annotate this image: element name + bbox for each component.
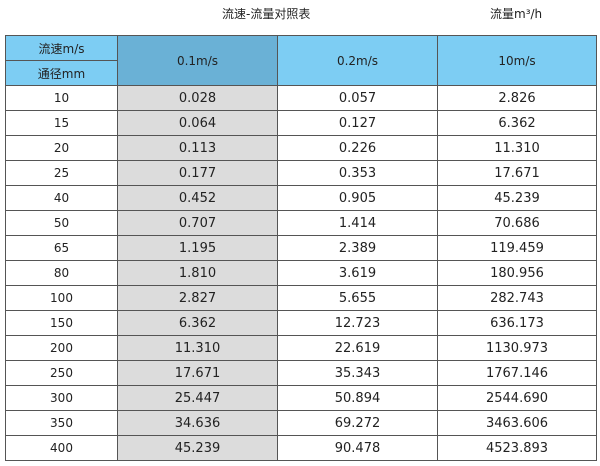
col-header: 0.2m/s <box>277 35 438 86</box>
flow-cell: 25.447 <box>117 385 278 411</box>
flow-cell: 6.362 <box>117 310 278 336</box>
flow-cell: 0.057 <box>277 85 438 111</box>
flow-cell: 17.671 <box>117 360 278 386</box>
flow-cell: 34.636 <box>117 410 278 436</box>
flow-cell: 11.310 <box>437 135 597 161</box>
diameter-cell: 25 <box>5 160 118 186</box>
flow-cell: 0.905 <box>277 185 438 211</box>
header-row: 通径mm <box>5 60 597 86</box>
flow-cell: 17.671 <box>437 160 597 186</box>
diameter-cell: 300 <box>5 385 118 411</box>
diameter-cell: 200 <box>5 335 118 361</box>
flow-cell: 119.459 <box>437 235 597 261</box>
diameter-cell: 100 <box>5 285 118 311</box>
flow-cell: 70.686 <box>437 210 597 236</box>
table-row: 300 25.447 50.894 2544.690 <box>5 385 597 411</box>
table-row: 10 0.028 0.057 2.826 <box>5 85 597 111</box>
flow-cell: 90.478 <box>277 435 438 461</box>
flow-cell: 0.707 <box>117 210 278 236</box>
table-row: 400 45.239 90.478 4523.893 <box>5 435 597 461</box>
flow-cell: 1.810 <box>117 260 278 286</box>
flow-cell: 0.064 <box>117 110 278 136</box>
table-row: 250 17.671 35.343 1767.146 <box>5 360 597 386</box>
diameter-cell: 80 <box>5 260 118 286</box>
flow-cell: 4523.893 <box>437 435 597 461</box>
table-row: 40 0.452 0.905 45.239 <box>5 185 597 211</box>
flow-cell: 45.239 <box>437 185 597 211</box>
flow-cell: 3.619 <box>277 260 438 286</box>
diameter-label: 通径mm <box>5 60 118 86</box>
flow-cell: 1.195 <box>117 235 278 261</box>
flow-table: 流速m/s 0.1m/s 0.2m/s 10m/s 通径mm 10 0.028 0.… <box>5 35 597 461</box>
table-row: 20 0.113 0.226 11.310 <box>5 135 597 161</box>
diameter-cell: 350 <box>5 410 118 436</box>
table-row: 25 0.177 0.353 17.671 <box>5 160 597 186</box>
flow-cell: 69.272 <box>277 410 438 436</box>
table-row: 15 0.064 0.127 6.362 <box>5 110 597 136</box>
diameter-cell: 40 <box>5 185 118 211</box>
col-header: 10m/s <box>437 35 597 86</box>
speed-label: 流速m/s <box>5 35 118 61</box>
flow-cell: 0.353 <box>277 160 438 186</box>
flow-cell: 50.894 <box>277 385 438 411</box>
diameter-cell: 400 <box>5 435 118 461</box>
flow-cell: 12.723 <box>277 310 438 336</box>
diameter-cell: 65 <box>5 235 118 261</box>
flow-cell: 282.743 <box>437 285 597 311</box>
diameter-cell: 10 <box>5 85 118 111</box>
header-row: 流速m/s 0.1m/s 0.2m/s 10m/s <box>5 35 597 86</box>
flow-cell: 2544.690 <box>437 385 597 411</box>
flow-cell: 1.414 <box>277 210 438 236</box>
col-header: 0.1m/s <box>117 35 278 86</box>
diameter-cell: 15 <box>5 110 118 136</box>
flow-cell: 2.827 <box>117 285 278 311</box>
flow-cell: 45.239 <box>117 435 278 461</box>
table-row: 65 1.195 2.389 119.459 <box>5 235 597 261</box>
table-title: 流速-流量对照表 <box>222 7 311 21</box>
flow-cell: 0.226 <box>277 135 438 161</box>
flow-cell: 180.956 <box>437 260 597 286</box>
table-row: 200 11.310 22.619 1130.973 <box>5 335 597 361</box>
flow-cell: 3463.606 <box>437 410 597 436</box>
flow-cell: 0.113 <box>117 135 278 161</box>
diameter-cell: 20 <box>5 135 118 161</box>
table-row: 350 34.636 69.272 3463.606 <box>5 410 597 436</box>
flow-cell: 0.177 <box>117 160 278 186</box>
flow-cell: 1130.973 <box>437 335 597 361</box>
table-row: 100 2.827 5.655 282.743 <box>5 285 597 311</box>
flow-cell: 5.655 <box>277 285 438 311</box>
flow-cell: 1767.146 <box>437 360 597 386</box>
table-row: 80 1.810 3.619 180.956 <box>5 260 597 286</box>
diameter-cell: 50 <box>5 210 118 236</box>
flow-cell: 636.173 <box>437 310 597 336</box>
diameter-cell: 250 <box>5 360 118 386</box>
flow-cell: 35.343 <box>277 360 438 386</box>
flow-cell: 6.362 <box>437 110 597 136</box>
unit-label: 流量m³/h <box>490 7 543 21</box>
flow-cell: 11.310 <box>117 335 278 361</box>
flow-cell: 0.028 <box>117 85 278 111</box>
flow-cell: 22.619 <box>277 335 438 361</box>
table-row: 150 6.362 12.723 636.173 <box>5 310 597 336</box>
table-row: 50 0.707 1.414 70.686 <box>5 210 597 236</box>
flow-cell: 0.127 <box>277 110 438 136</box>
flow-cell: 2.389 <box>277 235 438 261</box>
diameter-cell: 150 <box>5 310 118 336</box>
flow-cell: 2.826 <box>437 85 597 111</box>
flow-cell: 0.452 <box>117 185 278 211</box>
